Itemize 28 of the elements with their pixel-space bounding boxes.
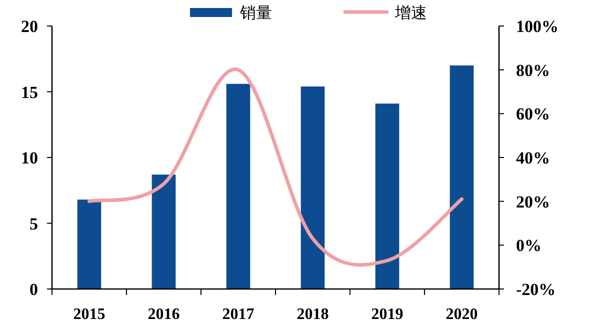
bar bbox=[77, 200, 102, 289]
y-tick-label: 20 bbox=[21, 17, 38, 36]
x-tick-label: 2019 bbox=[371, 306, 404, 323]
legend-销量: 销量 bbox=[190, 5, 272, 22]
x-tick-label: 2015 bbox=[73, 306, 106, 323]
y-tick-label: 5 bbox=[30, 214, 38, 234]
x-tick-label: 2020 bbox=[446, 306, 478, 323]
bar bbox=[226, 84, 250, 289]
y-tick-label: 0 bbox=[30, 280, 38, 299]
y2-tick-label: 80% bbox=[516, 60, 550, 80]
x-tick-label: 2016 bbox=[148, 306, 180, 323]
legend-增速: 增速 bbox=[343, 5, 427, 22]
x-tick-label: 2018 bbox=[296, 306, 329, 323]
y2-tick-label: 60% bbox=[516, 104, 550, 124]
y2-tick-label: 0% bbox=[516, 236, 542, 256]
y2-tick-label: -20% bbox=[516, 280, 556, 299]
bar bbox=[450, 65, 474, 289]
y2-tick-label: 20% bbox=[516, 192, 550, 212]
x-tick-label: 2017 bbox=[222, 306, 254, 323]
bar bbox=[375, 104, 400, 289]
bar bbox=[152, 174, 176, 289]
legend-label: 销量 bbox=[239, 5, 272, 22]
y-tick-label: 15 bbox=[21, 82, 38, 102]
legend-label: 增速 bbox=[394, 4, 427, 22]
y2-tick-label: 40% bbox=[516, 148, 550, 168]
y-tick-label: 10 bbox=[21, 148, 38, 168]
y2-tick-label: 100% bbox=[516, 17, 558, 36]
bar bbox=[300, 86, 325, 289]
